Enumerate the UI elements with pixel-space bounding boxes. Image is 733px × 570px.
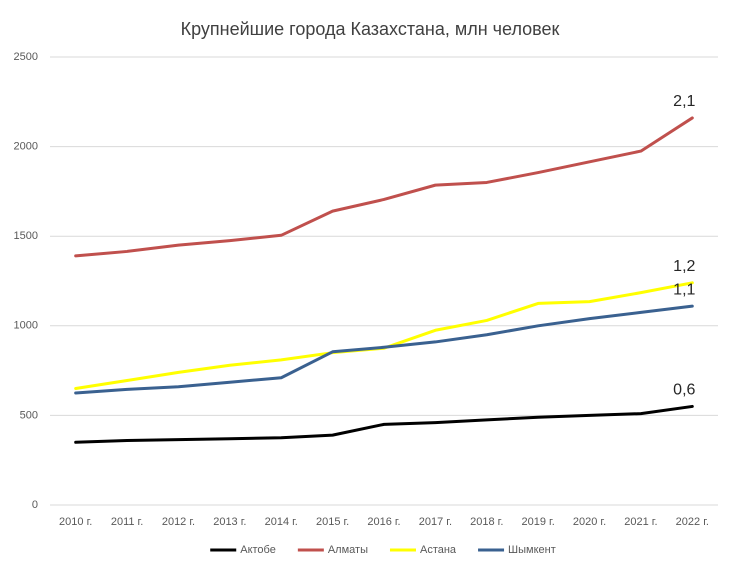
series-line: [74, 116, 694, 258]
series-line: [74, 281, 694, 391]
x-tick-label: 2013 г.: [213, 516, 246, 528]
y-tick-label: 0: [32, 499, 38, 511]
y-tick-label: 1000: [14, 320, 38, 332]
y-tick-label: 2000: [14, 141, 38, 153]
x-tick-label: 2021 г.: [624, 516, 657, 528]
x-tick-label: 2016 г.: [367, 516, 400, 528]
series-line: [74, 304, 694, 395]
y-tick-label: 1500: [14, 230, 38, 242]
y-tick-label: 2500: [14, 51, 38, 63]
legend-label: Алматы: [328, 544, 368, 556]
legend-label: Астана: [420, 544, 457, 556]
annotation: 1,1: [673, 281, 695, 298]
x-tick-label: 2015 г.: [316, 516, 349, 528]
series-line: [74, 404, 694, 444]
x-tick-label: 2010 г.: [59, 516, 92, 528]
annotation: 2,1: [673, 93, 695, 110]
x-tick-label: 2012 г.: [162, 516, 195, 528]
annotation: 0,6: [673, 382, 695, 399]
annotation: 1,2: [673, 258, 695, 275]
chart-title: Крупнейшие города Казахстана, млн челове…: [181, 19, 560, 39]
y-tick-label: 500: [20, 409, 38, 421]
x-tick-label: 2011 г.: [111, 516, 143, 528]
x-tick-label: 2014 г.: [265, 516, 298, 528]
x-tick-label: 2017 г.: [419, 516, 452, 528]
legend-label: Актобе: [240, 544, 276, 556]
x-tick-label: 2020 г.: [573, 516, 606, 528]
x-tick-label: 2018 г.: [470, 516, 503, 528]
x-tick-label: 2019 г.: [522, 516, 555, 528]
legend-label: Шымкент: [508, 544, 556, 556]
x-tick-label: 2022 г.: [676, 516, 709, 528]
